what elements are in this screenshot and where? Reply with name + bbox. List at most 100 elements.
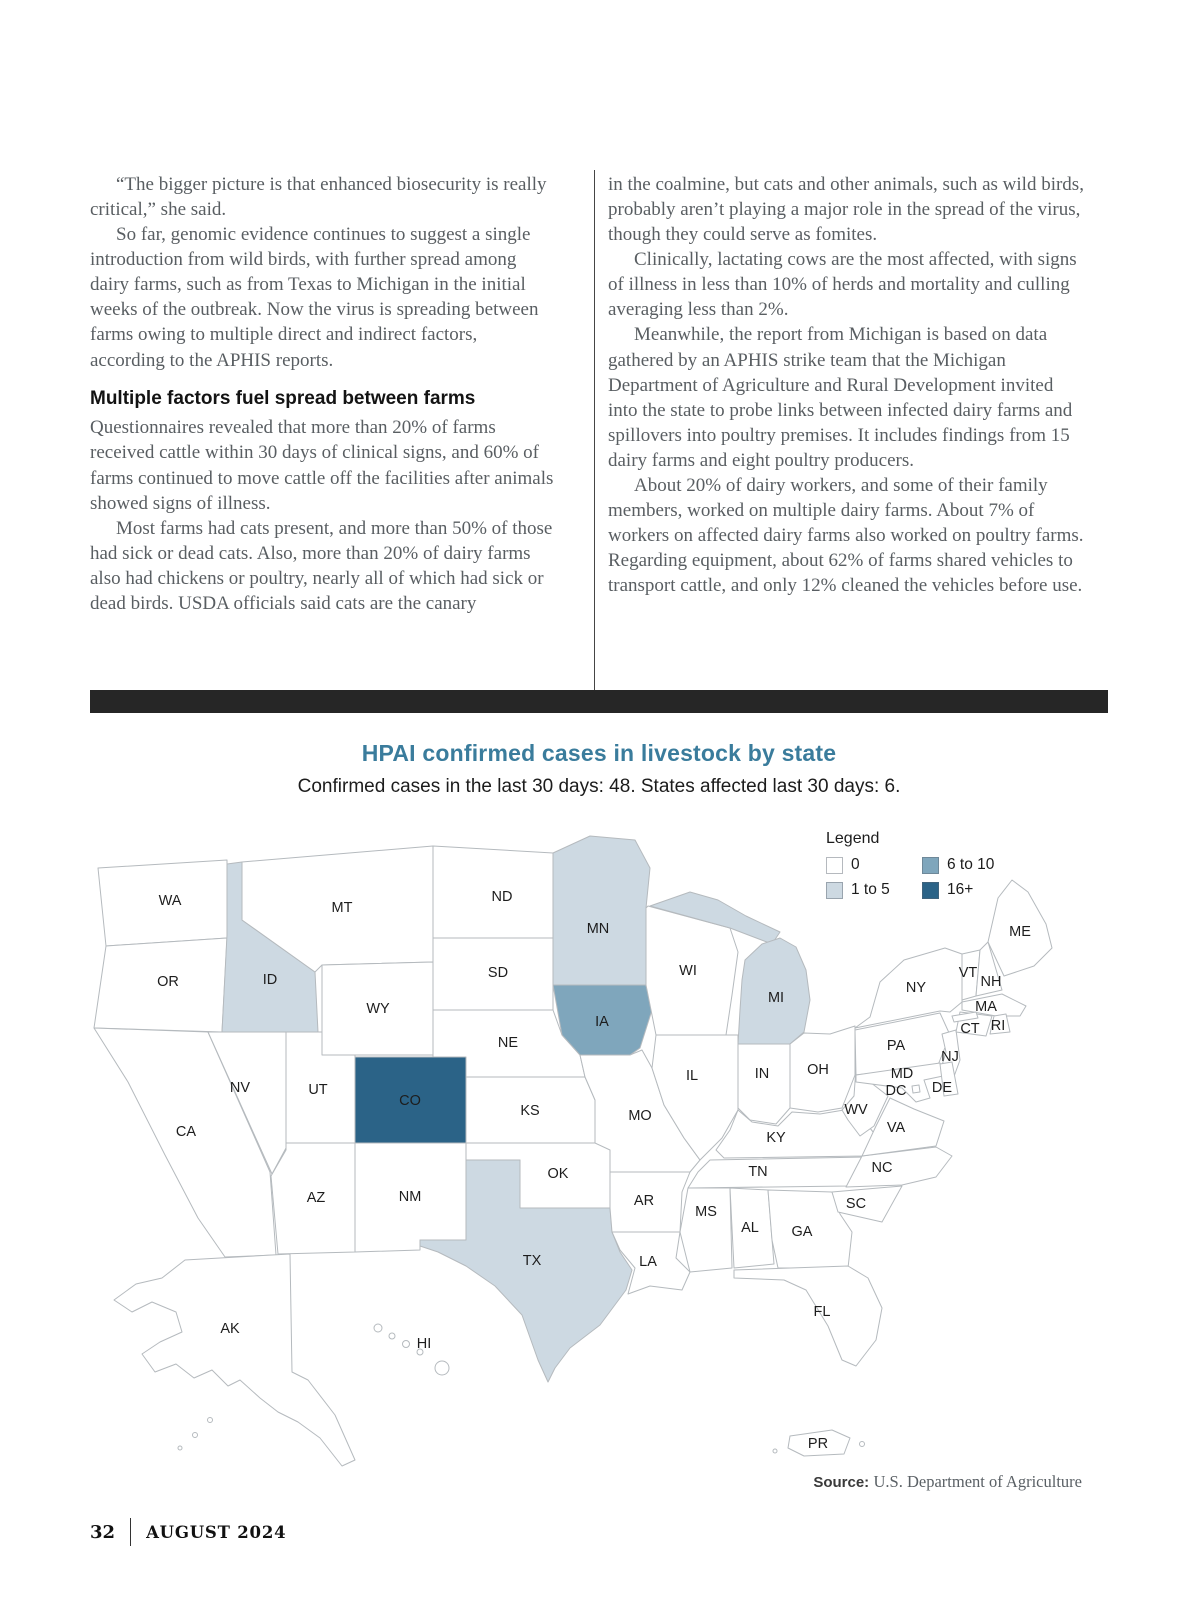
- aleutian-island: [192, 1432, 198, 1438]
- long-island: [951, 1011, 979, 1023]
- aleutian-island: [177, 1445, 183, 1451]
- us-choropleth-map: WA OR CA NV ID UT AZ MT WY CO NM ND SD N…: [90, 820, 1110, 1470]
- legend-label: 6 to 10: [947, 856, 995, 873]
- state-label-MT: MT: [332, 900, 353, 916]
- state-label-WA: WA: [159, 893, 182, 909]
- state-NH: [975, 941, 1003, 997]
- legend-swatch-0: [826, 856, 843, 874]
- map-source: Source: U.S. Department of Agriculture: [813, 1472, 1082, 1492]
- state-label-ME: ME: [1009, 924, 1031, 940]
- state-label-IA: IA: [595, 1014, 609, 1030]
- state-label-NJ: NJ: [941, 1049, 959, 1065]
- legend-grid: 0 6 to 10 1 to 5 16+: [826, 853, 1086, 902]
- pr-small-island: [859, 1441, 865, 1447]
- hawaii-island: [388, 1332, 396, 1340]
- state-label-AZ: AZ: [307, 1190, 326, 1206]
- state-label-TN: TN: [748, 1164, 767, 1180]
- legend-item: 1 to 5: [826, 878, 922, 902]
- state-label-AK: AK: [220, 1321, 240, 1337]
- state-label-NM: NM: [399, 1189, 422, 1205]
- state-label-MA: MA: [975, 999, 997, 1015]
- hawaii-island: [402, 1340, 410, 1348]
- legend-item: 0: [826, 853, 922, 877]
- page-number: 32: [90, 1521, 116, 1543]
- state-label-NE: NE: [498, 1035, 518, 1051]
- state-TN: [687, 1156, 867, 1189]
- paragraph: Most farms had cats present, and more th…: [90, 517, 553, 614]
- state-label-KS: KS: [520, 1103, 539, 1119]
- state-label-SD: SD: [488, 965, 508, 981]
- state-label-IN: IN: [755, 1066, 770, 1082]
- state-PR: [787, 1429, 851, 1457]
- state-label-WV: WV: [844, 1102, 868, 1118]
- state-label-UT: UT: [308, 1082, 327, 1098]
- chart-title: HPAI confirmed cases in livestock by sta…: [361, 740, 837, 766]
- state-label-AR: AR: [634, 1193, 654, 1209]
- state-DC: [911, 1084, 921, 1094]
- us-states-map-svg: WA OR CA NV ID UT AZ MT WY CO NM ND SD N…: [93, 835, 1053, 1467]
- paragraph: “The bigger picture is that enhanced bio…: [90, 174, 547, 221]
- state-label-NY: NY: [906, 980, 926, 996]
- state-LA: [611, 1231, 691, 1295]
- state-label-PA: PA: [887, 1038, 906, 1054]
- state-label-ND: ND: [492, 889, 513, 905]
- hawaii-island: [416, 1348, 424, 1356]
- state-label-MN: MN: [587, 921, 610, 937]
- hawaii-island: [434, 1360, 450, 1376]
- state-label-NV: NV: [230, 1080, 250, 1096]
- state-label-NC: NC: [872, 1160, 893, 1176]
- state-label-TX: TX: [523, 1253, 542, 1269]
- page-footer: 32 AUGUST 2024: [90, 1518, 286, 1546]
- state-label-MO: MO: [628, 1108, 651, 1124]
- article-column-left: “The bigger picture is that enhanced bio…: [90, 172, 556, 616]
- legend-swatch-16plus: [922, 881, 939, 899]
- state-label-VA: VA: [887, 1120, 906, 1136]
- chart-subtitle: Confirmed cases in the last 30 days: 48.…: [297, 776, 901, 797]
- section-heading: Multiple factors fuel spread between far…: [90, 387, 476, 409]
- state-label-AL: AL: [741, 1220, 759, 1236]
- state-label-RI: RI: [991, 1018, 1006, 1034]
- state-label-ID: ID: [263, 972, 278, 988]
- state-FL: [733, 1265, 883, 1367]
- state-label-FL: FL: [814, 1304, 831, 1320]
- state-label-VT: VT: [959, 965, 978, 981]
- state-AK: [113, 1253, 356, 1467]
- state-label-DC: DC: [886, 1083, 907, 1099]
- state-label-KY: KY: [766, 1130, 786, 1146]
- state-label-GA: GA: [792, 1224, 813, 1240]
- article-column-right: in the coalmine, but cats and other anim…: [608, 172, 1084, 598]
- state-label-MI: MI: [768, 990, 784, 1006]
- state-label-SC: SC: [846, 1196, 866, 1212]
- state-AL: [729, 1187, 775, 1269]
- section-divider-bar: [90, 690, 1108, 713]
- state-PA: [854, 1012, 951, 1076]
- state-label-MD: MD: [891, 1066, 914, 1082]
- state-SC: [831, 1185, 903, 1223]
- source-label: Source:: [813, 1474, 870, 1491]
- legend-title: Legend: [826, 830, 880, 847]
- state-ME: [987, 879, 1053, 977]
- legend-label: 16+: [947, 881, 974, 898]
- state-IN: [737, 1043, 791, 1125]
- state-DE: [939, 1061, 959, 1097]
- state-RI: [989, 1013, 1011, 1035]
- pr-small-island: [772, 1448, 778, 1454]
- state-label-OK: OK: [548, 1166, 569, 1182]
- legend-swatch-6-10: [922, 856, 939, 874]
- paragraph: So far, genomic evidence continues to su…: [90, 224, 539, 371]
- source-text: U.S. Department of Agriculture: [873, 1472, 1083, 1491]
- state-HI-island: [373, 1323, 383, 1333]
- state-MA: [961, 993, 1027, 1017]
- legend-label: 0: [851, 856, 860, 873]
- paragraph: Meanwhile, the report from Michigan is b…: [608, 324, 1073, 471]
- state-label-NH: NH: [981, 974, 1002, 990]
- legend-label: 1 to 5: [851, 881, 890, 898]
- state-MO: [579, 1049, 701, 1173]
- legend-item: 16+: [922, 878, 1032, 902]
- state-label-MS: MS: [695, 1204, 717, 1220]
- state-NY: [854, 947, 963, 1029]
- paragraph: About 20% of dairy workers, and some of …: [608, 474, 1084, 597]
- paragraph: Clinically, lactating cows are the most …: [608, 249, 1077, 321]
- legend-item: 6 to 10: [922, 853, 1032, 877]
